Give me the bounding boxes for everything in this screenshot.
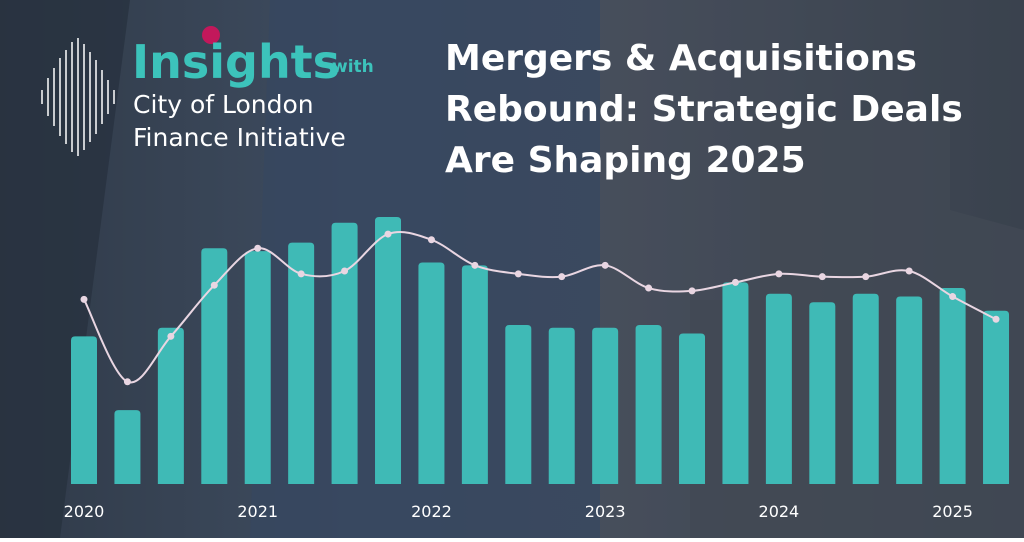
bar bbox=[896, 296, 923, 484]
bar bbox=[679, 333, 706, 484]
line-point bbox=[123, 378, 131, 386]
bar bbox=[375, 217, 402, 485]
chart-title: Rebound: Strategic Deals bbox=[445, 89, 963, 130]
bar bbox=[592, 327, 619, 484]
building bbox=[0, 0, 130, 538]
bar bbox=[461, 265, 488, 484]
x-tick-label: 2020 bbox=[64, 502, 105, 521]
logo-line: Finance Initiative bbox=[133, 123, 346, 152]
bar bbox=[548, 327, 575, 484]
x-tick-label: 2022 bbox=[411, 502, 452, 521]
line-point bbox=[210, 281, 218, 289]
bar bbox=[505, 324, 532, 484]
bar bbox=[765, 293, 792, 484]
line-point bbox=[601, 261, 609, 269]
bar bbox=[852, 293, 879, 484]
bar bbox=[244, 251, 271, 484]
chart-title: Are Shaping 2025 bbox=[445, 140, 806, 181]
line-point bbox=[949, 293, 957, 301]
line-point bbox=[254, 244, 262, 252]
x-tick-label: 2024 bbox=[759, 502, 800, 521]
logo-line: City of London bbox=[133, 90, 314, 119]
logo-dot bbox=[202, 26, 220, 44]
bar bbox=[114, 410, 141, 484]
line-point bbox=[341, 267, 349, 275]
bar bbox=[939, 288, 966, 484]
bar bbox=[288, 242, 315, 484]
line-point bbox=[558, 273, 566, 281]
x-tick-label: 2025 bbox=[932, 502, 973, 521]
bar bbox=[201, 248, 228, 484]
line-point bbox=[905, 267, 913, 275]
line-point bbox=[645, 284, 653, 292]
bar bbox=[418, 262, 445, 484]
bar bbox=[722, 282, 749, 484]
bar bbox=[983, 310, 1010, 484]
bar bbox=[331, 222, 358, 484]
line-point bbox=[862, 273, 870, 281]
x-tick-label: 2021 bbox=[237, 502, 278, 521]
line-point bbox=[992, 315, 1000, 323]
line-point bbox=[297, 270, 305, 278]
line-point bbox=[80, 295, 88, 303]
line-point bbox=[384, 230, 392, 238]
line-point bbox=[731, 278, 739, 286]
logo-name: Insights bbox=[132, 35, 340, 89]
logo-with: with bbox=[332, 57, 374, 77]
logo-mark bbox=[41, 38, 115, 156]
line-point bbox=[818, 273, 826, 281]
line-point bbox=[775, 270, 783, 278]
bar bbox=[809, 302, 836, 484]
chart-title: Mergers & Acquisitions bbox=[445, 38, 917, 79]
bar bbox=[157, 327, 184, 484]
line-point bbox=[167, 332, 175, 340]
line-point bbox=[427, 236, 435, 244]
line-point bbox=[514, 270, 522, 278]
line-point bbox=[688, 287, 696, 295]
x-tick-label: 2023 bbox=[585, 502, 626, 521]
line bbox=[83, 231, 997, 384]
bar bbox=[71, 336, 97, 484]
bar bbox=[635, 324, 662, 484]
line-point bbox=[471, 261, 479, 269]
